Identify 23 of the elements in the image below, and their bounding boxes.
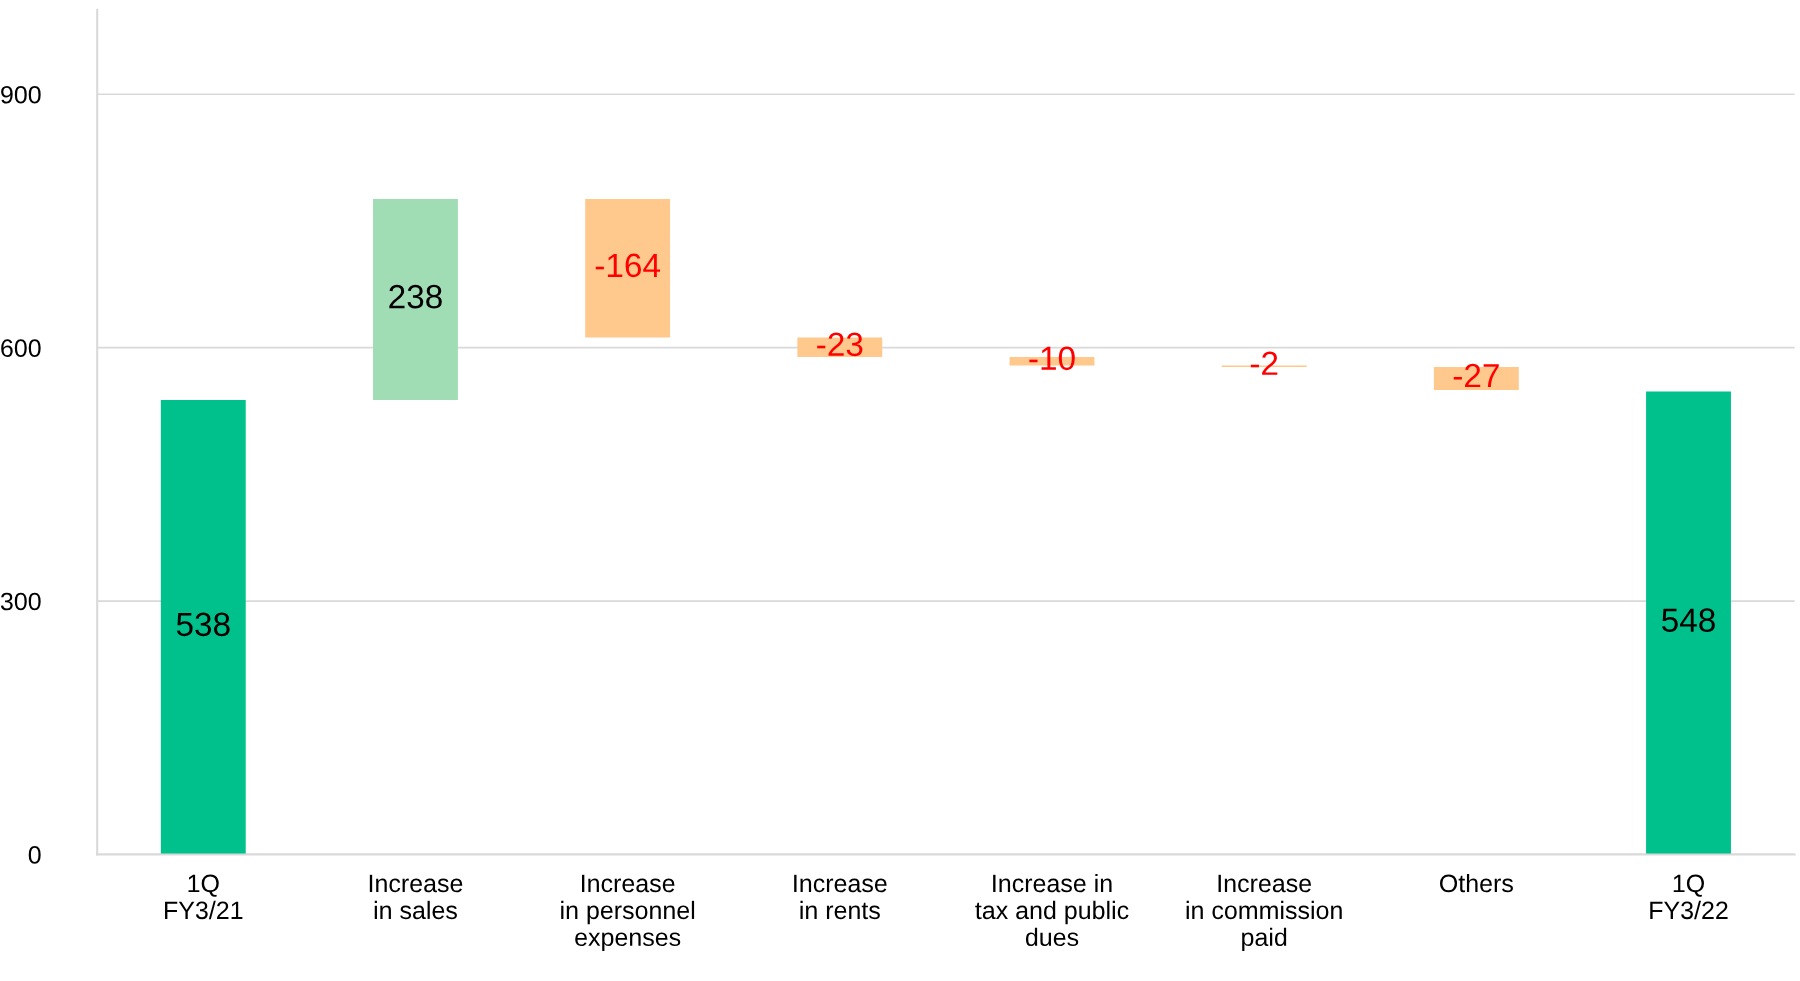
data-label: 238: [389, 284, 442, 309]
data-label: -23: [817, 332, 863, 357]
bar: [585, 199, 671, 338]
data-label: -27: [1453, 363, 1499, 388]
x-tick-label: Increase in rents: [794, 874, 887, 920]
x-tick-label: Increase in commission paid: [1186, 874, 1342, 952]
data-label: 548: [1662, 608, 1715, 632]
x-tick-label: 1Q FY3/22: [1650, 874, 1728, 920]
x-tick-label: Increase in sales: [369, 874, 463, 920]
y-tick-label: 900: [1, 85, 41, 104]
bar: [1646, 391, 1731, 855]
x-tick-label: Others: [1440, 873, 1513, 893]
bar: [160, 400, 246, 855]
x-tick-label: Increase in tax and public dues: [975, 873, 1129, 947]
x-tick-label: 1Q FY3/21: [165, 874, 243, 920]
x-tick-label: Increase in personnel expenses: [561, 874, 695, 952]
bar: [373, 199, 458, 401]
y-tick-label: 0: [28, 846, 41, 864]
y-tick-label: 300: [0, 592, 41, 611]
y-tick-label: 600: [1, 339, 41, 357]
data-label: 538: [176, 612, 230, 637]
data-label: -2: [1250, 351, 1278, 375]
data-label: -164: [595, 253, 661, 278]
